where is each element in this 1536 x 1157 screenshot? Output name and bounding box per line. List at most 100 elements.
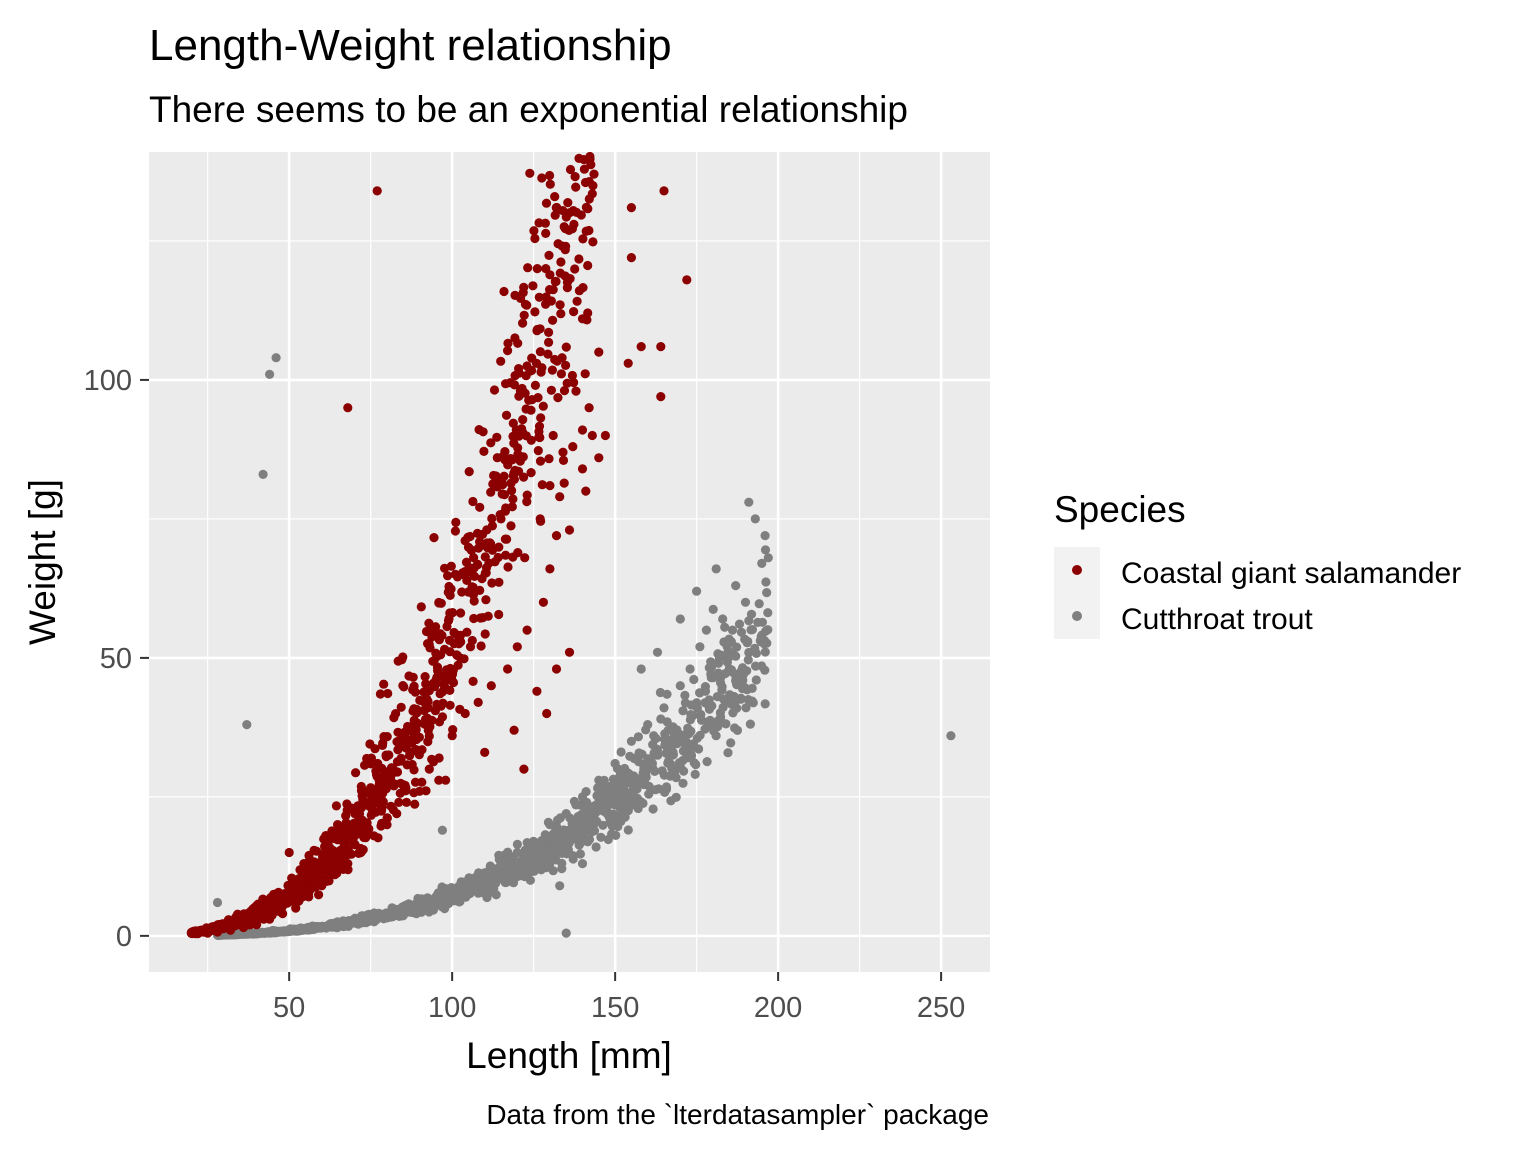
point-coastal-giant-salamander <box>436 701 446 711</box>
point-coastal-giant-salamander <box>577 464 588 474</box>
point-cutthroat-trout <box>668 739 679 749</box>
point-cutthroat-trout <box>717 685 727 695</box>
x-axis: 50 100 150 200 250 <box>273 972 965 1024</box>
point-coastal-giant-salamander <box>325 855 335 865</box>
point-cutthroat-trout <box>459 891 469 901</box>
point-coastal-giant-salamander <box>531 358 542 368</box>
point-coastal-giant-salamander <box>537 173 547 183</box>
point-coastal-giant-salamander <box>203 928 213 938</box>
point-coastal-giant-salamander <box>558 447 568 457</box>
point-coastal-giant-salamander <box>518 415 528 425</box>
x-tick-label: 50 <box>273 992 305 1024</box>
point-coastal-giant-salamander <box>474 425 484 435</box>
point-cutthroat-trout <box>708 658 718 669</box>
point-coastal-giant-salamander <box>294 887 304 897</box>
point-cutthroat-trout <box>567 818 577 829</box>
point-coastal-giant-salamander <box>409 715 419 726</box>
point-coastal-giant-salamander <box>343 859 353 869</box>
point-coastal-giant-salamander <box>565 274 575 284</box>
point-cutthroat-trout <box>659 703 669 713</box>
chart-title: Length-Weight relationship <box>149 21 672 70</box>
point-coastal-giant-salamander <box>423 737 433 747</box>
point-coastal-giant-salamander <box>510 465 520 475</box>
point-cutthroat-trout <box>744 647 754 658</box>
point-cutthroat-trout <box>512 847 522 858</box>
x-tick-label: 250 <box>917 992 965 1024</box>
point-coastal-giant-salamander <box>546 296 557 306</box>
point-cutthroat-trout <box>243 929 254 939</box>
point-coastal-giant-salamander <box>556 369 567 379</box>
point-coastal-giant-salamander <box>447 731 457 741</box>
point-coastal-giant-salamander <box>492 453 502 463</box>
point-coastal-giant-salamander <box>489 385 500 395</box>
point-coastal-giant-salamander <box>574 254 584 264</box>
point-cutthroat-trout <box>542 834 552 844</box>
point-coastal-giant-salamander <box>682 275 692 285</box>
point-coastal-giant-salamander <box>544 454 554 464</box>
point-coastal-giant-salamander <box>574 153 584 163</box>
point-coastal-giant-salamander <box>522 490 532 500</box>
point-coastal-giant-salamander <box>508 494 518 504</box>
point-cutthroat-trout <box>577 792 588 802</box>
point-cutthroat-trout <box>583 815 593 825</box>
point-coastal-giant-salamander <box>580 369 590 379</box>
point-coastal-giant-salamander <box>415 786 425 796</box>
point-coastal-giant-salamander <box>553 393 563 403</box>
point-cutthroat-trout <box>740 682 750 693</box>
point-cutthroat-trout <box>382 909 392 919</box>
point-coastal-giant-salamander <box>435 689 445 699</box>
point-coastal-giant-salamander <box>386 763 397 773</box>
point-cutthroat-trout <box>568 851 578 861</box>
point-cutthroat-trout <box>596 832 606 842</box>
point-cutthroat-trout <box>538 853 549 863</box>
point-cutthroat-trout <box>660 787 670 798</box>
point-cutthroat-trout <box>743 636 753 647</box>
point-coastal-giant-salamander <box>515 386 526 396</box>
point-cutthroat-trout <box>736 627 747 637</box>
point-coastal-giant-salamander <box>396 778 406 789</box>
point-coastal-giant-salamander <box>330 870 340 880</box>
point-coastal-giant-salamander <box>530 233 540 244</box>
point-cutthroat-trout <box>349 917 359 927</box>
point-coastal-giant-salamander <box>364 786 374 797</box>
point-coastal-giant-salamander <box>518 288 528 298</box>
point-cutthroat-trout <box>648 804 658 814</box>
legend-key-trout <box>1072 611 1082 621</box>
point-coastal-giant-salamander <box>457 587 467 597</box>
point-coastal-giant-salamander <box>294 874 304 884</box>
point-cutthroat-trout <box>673 730 683 740</box>
point-coastal-giant-salamander <box>583 260 593 271</box>
point-cutthroat-trout <box>629 754 639 764</box>
point-coastal-giant-salamander <box>392 809 402 819</box>
point-coastal-giant-salamander <box>382 820 392 830</box>
point-coastal-giant-salamander <box>347 824 357 834</box>
point-cutthroat-trout <box>721 719 731 729</box>
point-coastal-giant-salamander <box>468 496 478 507</box>
point-coastal-giant-salamander <box>359 832 369 843</box>
point-coastal-giant-salamander <box>304 892 314 902</box>
point-coastal-giant-salamander <box>401 797 412 808</box>
point-cutthroat-trout <box>271 353 281 363</box>
point-coastal-giant-salamander <box>535 514 545 524</box>
point-coastal-giant-salamander <box>537 480 547 490</box>
point-cutthroat-trout <box>695 642 705 652</box>
legend: Species Coastal giant salamander Cutthro… <box>1054 489 1461 639</box>
point-coastal-giant-salamander <box>394 797 404 808</box>
point-coastal-giant-salamander <box>369 831 379 841</box>
point-coastal-giant-salamander <box>452 638 463 648</box>
point-coastal-giant-salamander <box>656 342 666 352</box>
point-coastal-giant-salamander <box>395 735 405 746</box>
point-coastal-giant-salamander <box>584 403 594 413</box>
legend-key-bg <box>1054 547 1100 639</box>
point-coastal-giant-salamander <box>500 447 510 457</box>
point-coastal-giant-salamander <box>530 380 541 390</box>
point-cutthroat-trout <box>471 877 481 887</box>
point-cutthroat-trout <box>751 661 761 671</box>
point-coastal-giant-salamander <box>480 629 490 639</box>
point-cutthroat-trout <box>477 886 487 896</box>
point-coastal-giant-salamander <box>548 285 558 295</box>
point-coastal-giant-salamander <box>317 881 327 891</box>
point-cutthroat-trout <box>695 730 705 740</box>
point-coastal-giant-salamander <box>486 438 496 448</box>
point-cutthroat-trout <box>591 842 601 852</box>
